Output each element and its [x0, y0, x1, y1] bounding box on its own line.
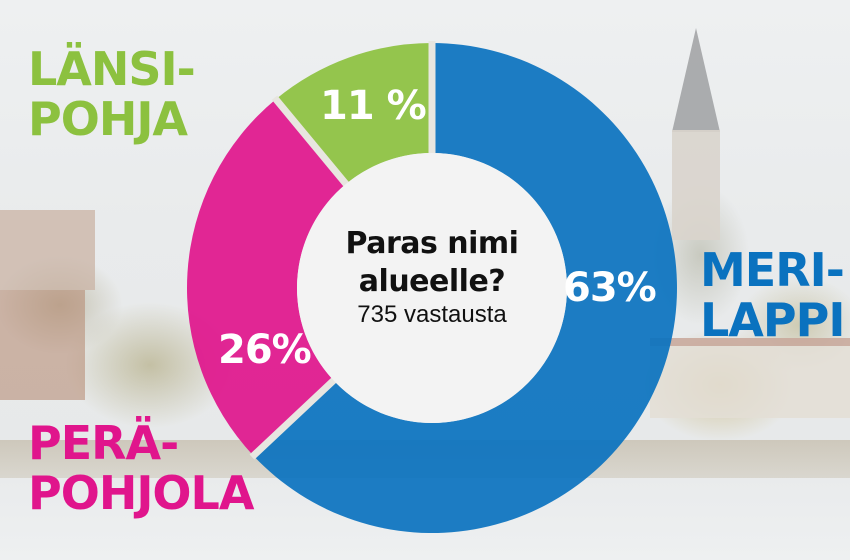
church-spire — [672, 28, 720, 132]
region-lansi-line1: LÄNSI- — [28, 42, 196, 96]
slice-label-lansi-pohja: 11 % — [320, 83, 427, 129]
slice-meri-lappi — [253, 43, 677, 533]
donut-hole — [297, 153, 567, 423]
chart-center-caption: Paras nimi alueelle? 735 vastausta — [297, 225, 567, 329]
slice-perapohjola — [186, 99, 346, 456]
region-lansi-line2: POHJA — [28, 92, 188, 146]
region-meri-line1: MERI- — [700, 243, 845, 297]
chart-subtitle: 735 vastausta — [357, 301, 507, 328]
region-label-meri-lappi: MERI- LAPPI — [700, 243, 845, 347]
house-right — [650, 338, 850, 418]
church-tower — [672, 130, 720, 240]
slice-lansi-pohja — [275, 43, 432, 184]
building-left-lower — [0, 290, 85, 400]
region-pera-line2: POHJOLA — [28, 466, 254, 520]
slice-label-meri-lappi: 63% — [563, 265, 657, 311]
region-meri-line2: LAPPI — [700, 293, 845, 347]
slice-label-perapohjola: 26% — [218, 327, 312, 373]
slice-separator — [271, 95, 350, 188]
region-label-perapohjola: PERÄ- POHJOLA — [28, 416, 254, 520]
chart-title-line2: alueelle? — [358, 264, 506, 299]
region-pera-line1: PERÄ- — [28, 416, 179, 470]
chart-title-line1: Paras nimi — [345, 226, 519, 261]
region-label-lansi-pohja: LÄNSI- POHJA — [28, 42, 196, 146]
slice-separator — [249, 376, 338, 460]
building-left — [0, 210, 95, 290]
